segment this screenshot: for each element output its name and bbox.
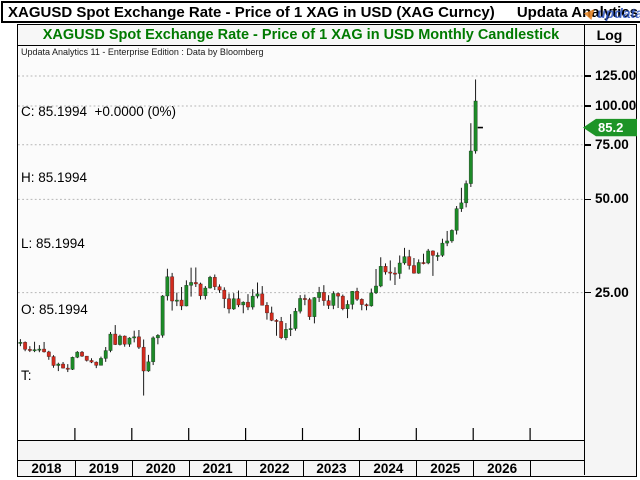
year-label-2019: 2019 <box>74 461 132 476</box>
quote-panel: C: 85.1994 +0.0000 (0%) H: 85.1994 L: 85… <box>21 57 176 431</box>
y-axis-label: 25.00 <box>595 284 629 300</box>
x-axis: 2018 2019 2020 2021 2022 2023 2024 2025 2026 <box>18 460 585 476</box>
quote-high-line: H: 85.1994 <box>21 170 88 185</box>
year-label-2022: 2022 <box>245 461 303 476</box>
year-label-empty <box>530 461 587 476</box>
y-axis-label: 100.00 <box>595 98 637 113</box>
year-label-2024: 2024 <box>359 461 416 476</box>
chart-window: XAGUSD Spot Exchange Rate - Price of 1 X… <box>17 24 637 477</box>
year-label-2025: 2025 <box>416 461 473 476</box>
updata-logo-word: updata <box>597 5 640 21</box>
chart-header: XAGUSD Spot Exchange Rate - Price of 1 X… <box>18 25 635 46</box>
window-title-bar: XAGUSD Spot Exchange Rate - Price of 1 X… <box>1 1 640 23</box>
quote-t-line: T: <box>21 368 32 383</box>
last-price-value: 85.2 <box>598 120 624 136</box>
plot-area[interactable]: Updata Analytics 11 - Enterprise Edition… <box>18 46 584 441</box>
year-label-2026: 2026 <box>473 461 530 476</box>
window-title: XAGUSD Spot Exchange Rate - Price of 1 X… <box>8 3 495 21</box>
y-axis-label: 50.00 <box>595 191 629 207</box>
updata-arrow-icon <box>584 5 599 21</box>
candlestick-canvas[interactable] <box>18 46 584 440</box>
y-axis-label: 75.00 <box>595 136 629 152</box>
quote-low-line: L: 85.1994 <box>21 236 85 251</box>
updata-logo: updata <box>584 5 640 21</box>
y-axis: 125.00 100.00 75.00 50.00 25.00 <box>584 25 638 475</box>
y-axis-tick <box>584 291 591 294</box>
last-price-badge: 85.2 <box>583 118 637 137</box>
y-axis-tick <box>584 105 591 107</box>
axis-separator-line <box>584 25 586 475</box>
year-label-2021: 2021 <box>188 461 246 476</box>
y-axis-tick <box>584 143 591 146</box>
y-axis-tick <box>584 75 591 77</box>
year-label-2018: 2018 <box>31 461 62 476</box>
chart-title: XAGUSD Spot Exchange Rate - Price of 1 X… <box>42 27 560 43</box>
x-axis-gap <box>18 441 584 460</box>
y-axis-label: 125.00 <box>595 67 637 83</box>
quote-open-line: O: 85.1994 <box>21 302 88 317</box>
scale-mode-label[interactable]: Log <box>596 27 623 43</box>
brand-text: Updata Analytics <box>516 3 638 21</box>
year-label-2020: 2020 <box>131 461 189 476</box>
year-label-2023: 2023 <box>302 461 360 476</box>
y-axis-tick <box>584 198 591 201</box>
watermark-text: Updata Analytics 11 - Enterprise Edition… <box>21 47 264 57</box>
quote-close-line: C: 85.1994 +0.0000 (0%) <box>21 104 176 119</box>
